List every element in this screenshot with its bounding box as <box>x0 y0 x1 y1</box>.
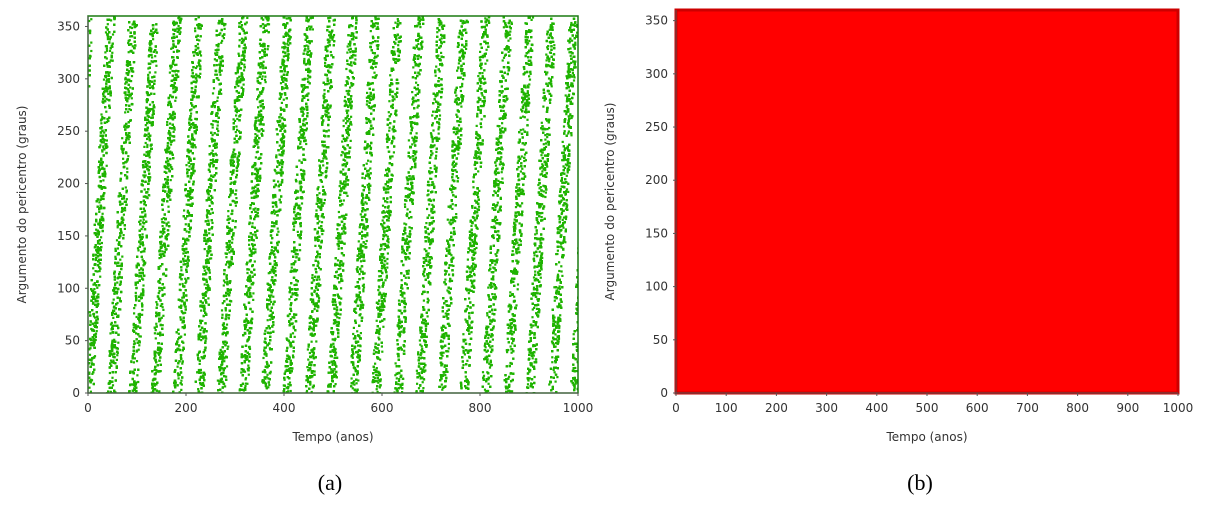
x-tick-label: 700 <box>1016 401 1039 415</box>
chart-b-svg: 0 50 100 150 200 250 300 350 0 100 200 300 400 500 600… <box>603 8 1194 444</box>
y-axis-title: Argumento do pericentro (graus) <box>603 103 617 301</box>
y-tick-label: 300 <box>645 67 668 81</box>
x-tick-label: 600 <box>371 401 394 415</box>
y-tick-label: 50 <box>65 334 80 348</box>
y-tick-label: 350 <box>645 14 668 28</box>
y-axis-title: Argumento do pericentro (graus) <box>15 106 29 304</box>
x-tick-label: 600 <box>966 401 989 415</box>
x-tick-label: 1000 <box>1163 401 1194 415</box>
x-tick-label: 200 <box>765 401 788 415</box>
y-tick-label: 150 <box>645 226 668 240</box>
y-tick-label: 0 <box>72 386 80 400</box>
chart-panel-a: 0 50 100 150 200 250 300 350 0 200 400 600 800 1000 Te… <box>0 0 600 505</box>
chart-panel-b: 0 50 100 150 200 250 300 350 0 100 200 300 400 500 600… <box>600 0 1205 505</box>
y-tick-label: 100 <box>57 281 80 295</box>
caption-a: (a) <box>290 470 370 496</box>
x-tick-label: 900 <box>1116 401 1139 415</box>
plot-area-0 <box>87 15 579 394</box>
x-tick-label: 1000 <box>563 401 594 415</box>
y-tick-label: 250 <box>645 120 668 134</box>
data-points-0 <box>88 16 578 393</box>
y-tick-label: 300 <box>57 72 80 86</box>
y-tick-label: 250 <box>57 124 80 138</box>
data-fill-1 <box>674 8 1180 395</box>
caption-b: (b) <box>880 470 960 496</box>
x-tick-label: 200 <box>175 401 198 415</box>
x-tick-label: 0 <box>672 401 680 415</box>
y-tick-label: 350 <box>57 19 80 33</box>
y-tick-label: 50 <box>653 333 668 347</box>
y-tick-label: 200 <box>57 177 80 191</box>
x-tick-label: 400 <box>273 401 296 415</box>
x-tick-label: 400 <box>865 401 888 415</box>
x-axis-title: Tempo (anos) <box>885 430 967 444</box>
x-axis-title: Tempo (anos) <box>291 430 373 444</box>
x-tick-label: 800 <box>1066 401 1089 415</box>
y-tick-label: 100 <box>645 280 668 294</box>
y-tick-label: 200 <box>645 173 668 187</box>
x-tick-label: 0 <box>84 401 92 415</box>
plot-area-1 <box>674 8 1180 395</box>
x-tick-label: 300 <box>815 401 838 415</box>
x-tick-label: 100 <box>715 401 738 415</box>
x-tick-label: 800 <box>469 401 492 415</box>
x-tick-label: 500 <box>916 401 939 415</box>
chart-a-svg: 0 50 100 150 200 250 300 350 0 200 400 600 800 1000 Te… <box>15 15 594 444</box>
y-tick-label: 0 <box>660 386 668 400</box>
y-tick-label: 150 <box>57 229 80 243</box>
